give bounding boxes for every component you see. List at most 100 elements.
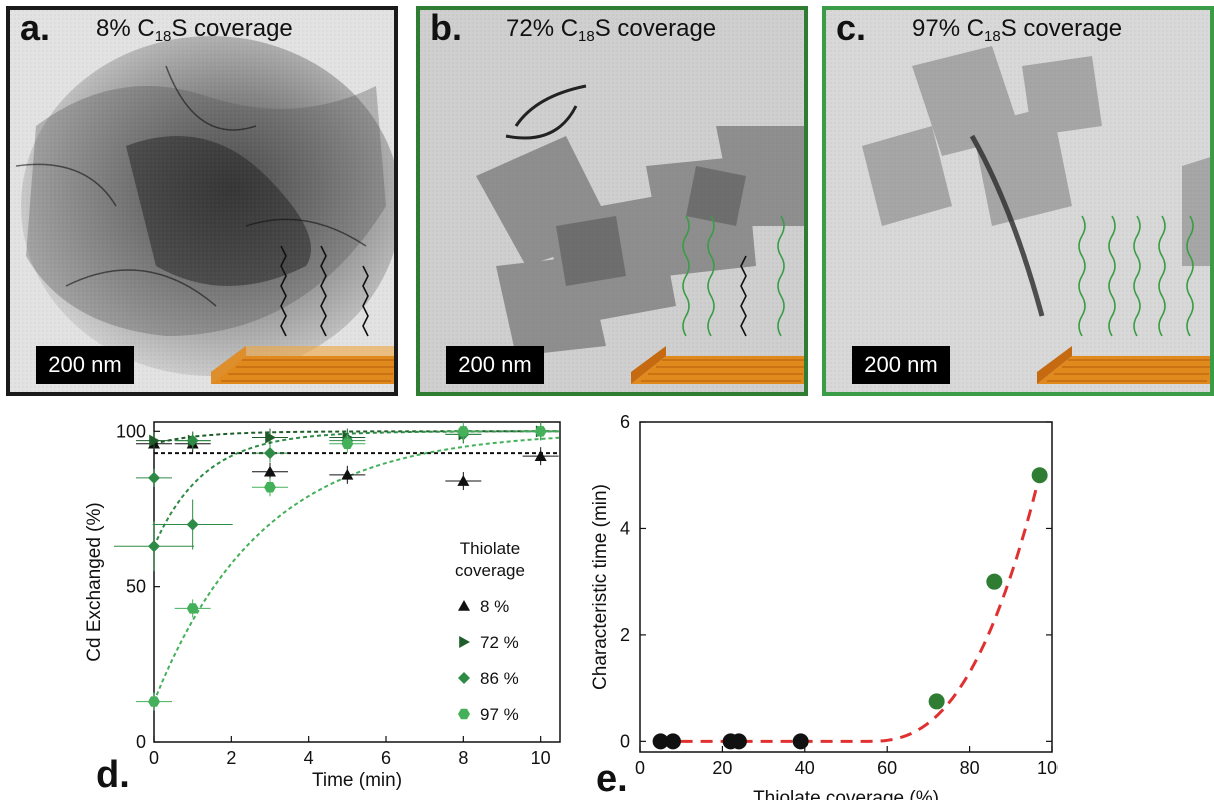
x-tick-label: 8 — [458, 748, 468, 768]
scale-bar-a: 200 nm — [36, 346, 134, 384]
panel-letter-e: e. — [596, 758, 628, 800]
x-tick-label: 80 — [960, 758, 980, 778]
chart-e-xlabel: Thiolate coverage (%) — [753, 788, 939, 800]
legend-label-0: 8 % — [480, 597, 509, 616]
title-prefix: 8% C — [96, 15, 155, 42]
marker-extra — [148, 540, 160, 553]
x-tick-label: 40 — [795, 758, 815, 778]
chart-e-markers — [652, 467, 1048, 750]
marker-72-pct — [149, 434, 160, 447]
x-tick-label: 60 — [877, 758, 897, 778]
nanoplatelet-slab-b — [631, 346, 806, 384]
tem-panel-c: c. 97% C18S coverage 200 nm — [822, 6, 1214, 396]
data-point-3 — [730, 733, 747, 750]
chart-e-fit-curve — [660, 474, 1042, 743]
ligand-schematic-b — [682, 215, 785, 337]
chart-d-markers — [114, 422, 559, 711]
legend-marker-2 — [458, 672, 470, 684]
marker-86-pct — [186, 434, 199, 447]
data-point-0 — [652, 733, 669, 750]
x-tick-label: 2 — [226, 748, 236, 768]
legend-label-1: 72 % — [480, 633, 519, 652]
marker-97-pct — [148, 696, 160, 707]
legend-marker-3 — [458, 708, 470, 720]
chart-d-fit-curves — [153, 430, 561, 702]
marker-97-pct — [457, 426, 470, 437]
x-tick-label: 4 — [304, 748, 314, 768]
chart-e-ticks: 0 20 40 60 80 100 0 2 4 6 — [620, 412, 1058, 778]
legend-title-line2: coverage — [455, 561, 525, 580]
legend-marker-0 — [458, 600, 470, 611]
chart-e-ylabel: Characteristic time (min) — [590, 484, 611, 690]
x-tick-label: 10 — [531, 748, 551, 768]
panel-title-a: 8% C18S coverage — [96, 15, 293, 46]
legend-title-line1: Thiolate — [460, 539, 520, 558]
marker-97-pct — [534, 426, 547, 437]
marker-97-pct — [264, 482, 276, 493]
x-tick-label: 20 — [712, 758, 732, 778]
marker-86-pct — [148, 471, 160, 484]
y-tick-label: 0 — [136, 732, 146, 752]
panel-letter-c: c. — [836, 7, 867, 48]
data-point-7 — [1031, 467, 1048, 484]
chart-d-ylabel: Cd Exchanged (%) — [84, 502, 105, 661]
title-sub: 18 — [984, 28, 1001, 45]
marker-8-pct — [341, 468, 354, 480]
panel-title-b: 72% C18S coverage — [506, 15, 717, 46]
chart-d-legend: Thiolate coverage 8 % 72 % 86 % 97 % — [455, 539, 525, 724]
chart-d-xlabel: Time (min) — [312, 770, 402, 791]
fit-curve-2 — [153, 430, 560, 547]
x-tick-label: 6 — [381, 748, 391, 768]
panel-letter-d: d. — [96, 754, 130, 796]
x-tick-label: 0 — [149, 748, 159, 768]
marker-97-pct — [186, 603, 199, 614]
data-point-1 — [664, 733, 681, 750]
y-tick-label: 50 — [126, 577, 146, 597]
panel-title-c: 97% C18S coverage — [912, 15, 1123, 46]
scale-bar-b: 200 nm — [446, 346, 544, 384]
tem-panel-b: b. 72% C18S coverage 200 nm — [416, 6, 808, 396]
tem-panel-a: a. 8% C18S coverage 200 nm — [6, 6, 398, 396]
title-suffix: S coverage — [1000, 15, 1123, 42]
plot-frame — [153, 421, 561, 743]
marker-86-pct — [264, 447, 276, 460]
fit-curve — [660, 474, 1042, 743]
data-point-4 — [792, 733, 809, 750]
ligand-schematic-a — [280, 245, 369, 337]
chart-e-frame — [639, 421, 1053, 753]
marker-97-pct — [341, 438, 354, 449]
title-prefix: 97% C — [912, 15, 985, 42]
tem-image-a — [6, 6, 398, 396]
y-tick-label: 100 — [116, 421, 146, 441]
y-tick-label: 6 — [620, 412, 630, 432]
title-suffix: S coverage — [594, 15, 717, 42]
legend-label-3: 97 % — [480, 705, 519, 724]
title-sub: 18 — [154, 28, 172, 45]
y-tick-label: 0 — [620, 731, 630, 751]
data-point-5 — [928, 693, 945, 710]
chart-d-frame — [153, 421, 561, 743]
panel-letter-b: b. — [430, 7, 462, 48]
fit-curve-3 — [153, 436, 561, 702]
panel-letter-a: a. — [20, 7, 51, 48]
marker-72-pct — [265, 431, 276, 444]
data-point-6 — [986, 573, 1003, 590]
tem-image-b — [416, 6, 808, 396]
title-suffix: S coverage — [171, 15, 293, 42]
legend-marker-1 — [459, 636, 470, 648]
chart-e-time-vs-coverage: 0 20 40 60 80 100 0 2 4 6 Thiolate coverage (%) C… — [590, 412, 1058, 800]
marker-8-pct — [264, 465, 276, 477]
title-prefix: 72% C — [506, 15, 579, 42]
x-tick-label: 0 — [635, 758, 645, 778]
marker-extra — [186, 518, 199, 531]
x-tick-label: 100 — [1037, 758, 1058, 778]
nanoplatelet-slab-a — [211, 346, 396, 384]
scale-bar-c: 200 nm — [852, 346, 950, 384]
plot-frame — [639, 421, 1053, 753]
legend-label-2: 86 % — [480, 669, 519, 688]
marker-8-pct — [534, 450, 547, 461]
title-sub: 18 — [578, 28, 595, 45]
y-tick-label: 2 — [620, 625, 630, 645]
